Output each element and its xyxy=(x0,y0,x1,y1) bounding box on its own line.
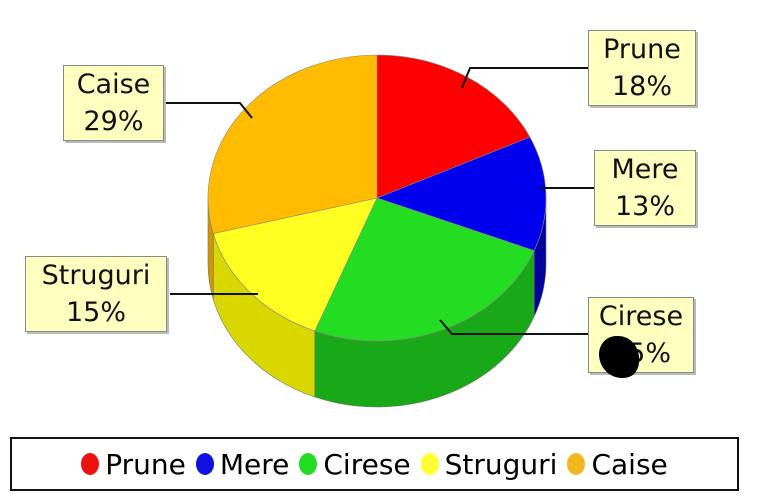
legend-item-caise: Caise xyxy=(567,447,668,481)
label-caise: Caise 29% xyxy=(63,65,164,141)
leader-line-prune xyxy=(461,67,588,89)
legend-item-cirese: Cirese xyxy=(299,447,411,481)
slice-mere xyxy=(376,136,547,252)
legend-label: Mere xyxy=(219,447,290,481)
slice-caise xyxy=(207,54,378,234)
label-name: Mere xyxy=(611,154,679,185)
slice-prune xyxy=(376,54,531,199)
label-name: Prune xyxy=(603,34,681,65)
label-struguri: Struguri 15% xyxy=(25,256,167,332)
label-mere: Mere 13% xyxy=(594,150,696,226)
legend-label: Cirese xyxy=(323,447,411,481)
slice-cirese xyxy=(314,197,535,342)
legend: Prune Mere Cirese Struguri Caise xyxy=(10,437,739,491)
legend-label: Caise xyxy=(591,447,668,481)
slice-struguri xyxy=(212,197,378,332)
redaction-scribble xyxy=(599,336,639,378)
legend-item-mere: Mere xyxy=(195,447,290,481)
legend-dot-icon xyxy=(195,453,214,475)
label-percent: 15% xyxy=(65,297,126,328)
label-prune: Prune 18% xyxy=(588,30,696,106)
label-percent: 18% xyxy=(611,71,672,102)
legend-dot-icon xyxy=(567,453,586,475)
legend-item-prune: Prune xyxy=(81,448,186,481)
leader-line-caise xyxy=(162,102,253,119)
legend-label: Prune xyxy=(105,447,186,481)
label-percent: 13% xyxy=(614,191,675,222)
legend-dot-icon xyxy=(420,453,439,475)
legend-label: Struguri xyxy=(444,447,558,481)
label-percent: 29% xyxy=(83,106,144,137)
legend-dot-icon xyxy=(81,453,100,475)
leader-line-cirese xyxy=(439,319,588,335)
legend-item-struguri: Struguri xyxy=(420,447,558,481)
legend-dot-icon xyxy=(299,453,318,475)
label-name: Caise xyxy=(76,69,151,100)
label-cirese: Cirese 25% xyxy=(588,297,694,378)
label-name: Struguri xyxy=(41,260,151,291)
label-name: Cirese xyxy=(598,301,684,332)
